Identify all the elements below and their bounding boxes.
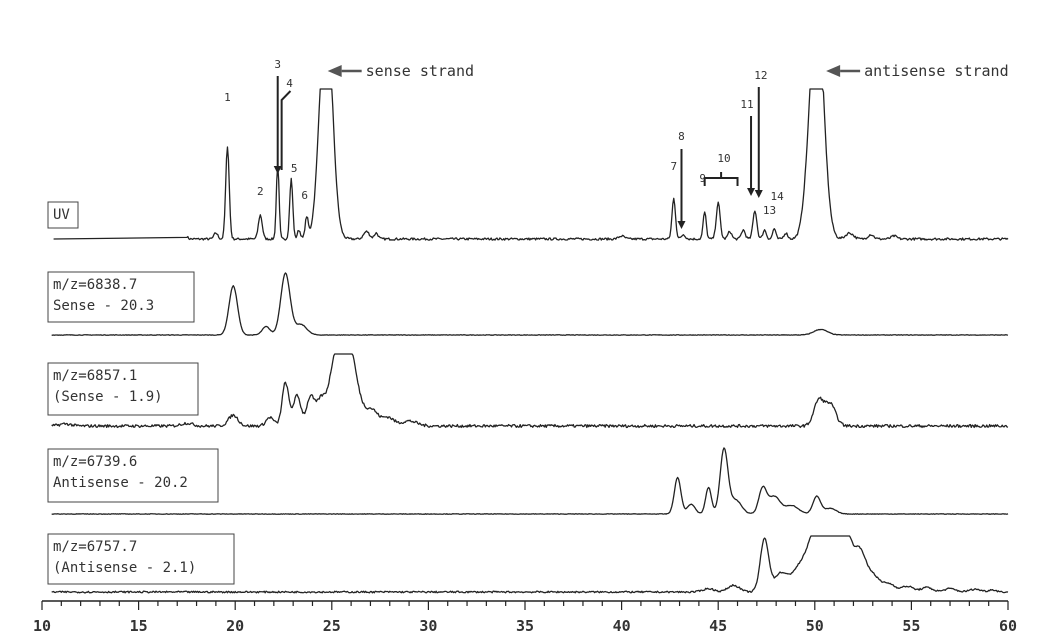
peak-number-11: 11 — [740, 98, 753, 111]
peak-number-1: 1 — [224, 91, 231, 104]
x-axis: 10 15 20 25 30 35 40 45 50 55 60 — [33, 600, 1017, 635]
trace-line-5 — [51, 535, 1009, 594]
x-tick-label: 50 — [806, 617, 824, 635]
trace-label-line: m/z=6739.6 — [53, 454, 137, 470]
trace-label-box-3 — [47, 362, 199, 416]
trace-label-line: m/z=6838.7 — [53, 277, 137, 293]
peak-number-4: 4 — [286, 77, 293, 90]
x-tick-label: 35 — [516, 617, 534, 635]
peak-number-7: 7 — [670, 160, 677, 173]
peak-number-3: 3 — [274, 58, 281, 71]
peak-4-connector — [280, 90, 292, 170]
peak-number-12: 12 — [754, 69, 767, 82]
peak-number-14: 14 — [771, 190, 785, 203]
trace-line-2 — [51, 272, 1009, 336]
trace-label-line: m/z=6757.7 — [53, 539, 137, 555]
trace-label-box-4 — [47, 448, 219, 503]
peak-8-arrow-head — [677, 221, 686, 229]
strand-arrow-head-2 — [826, 65, 841, 77]
x-tick-label: 30 — [419, 617, 437, 635]
trace-line-3 — [51, 353, 1009, 429]
x-tick-label: 45 — [709, 617, 727, 635]
trace-label-line: (Sense - 1.9) — [53, 389, 163, 405]
peak-12-arrow-head — [754, 190, 763, 198]
strand-label-2: antisense strand — [864, 62, 1009, 80]
strand-label-1: sense strand — [366, 62, 474, 80]
peak-3-arrow-head — [273, 166, 282, 174]
peak-11-arrow-head — [747, 188, 756, 196]
x-tick-label: 40 — [613, 617, 631, 635]
trace-label-line: UV — [53, 207, 70, 223]
strand-arrow-head-1 — [327, 65, 342, 77]
x-tick-label: 20 — [226, 617, 244, 635]
x-tick-label: 55 — [902, 617, 920, 635]
trace-label-line: (Antisense - 2.1) — [53, 560, 196, 576]
trace-label-line: Antisense - 20.2 — [53, 475, 188, 491]
peak-number-9: 9 — [699, 172, 706, 185]
trace-label-box-5 — [47, 533, 235, 585]
trace-label-box-1 — [47, 201, 79, 229]
peak-number-13: 13 — [763, 204, 776, 217]
trace-label-line: m/z=6857.1 — [53, 368, 137, 384]
x-tick-label: 25 — [323, 617, 341, 635]
x-tick-label: 15 — [130, 617, 148, 635]
trace-line-1 — [53, 88, 1009, 241]
trace-labels-layer: UV m/z=6838.7 Sense - 20.3 m/z=6857.1 (Sense… — [47, 201, 235, 585]
trace-line-4 — [51, 447, 1009, 515]
trace-label-line: Sense - 20.3 — [53, 298, 154, 314]
peak-number-5: 5 — [291, 162, 298, 175]
peak-number-6: 6 — [301, 189, 308, 202]
x-tick-label: 60 — [999, 617, 1017, 635]
peak-number-10: 10 — [717, 152, 730, 165]
trace-label-box-2 — [47, 271, 195, 323]
peak-number-8: 8 — [678, 130, 685, 143]
traces-layer — [51, 88, 1009, 594]
peak-number-2: 2 — [257, 185, 264, 198]
x-tick-label: 10 — [33, 617, 51, 635]
peak-10-bracket — [703, 172, 739, 186]
